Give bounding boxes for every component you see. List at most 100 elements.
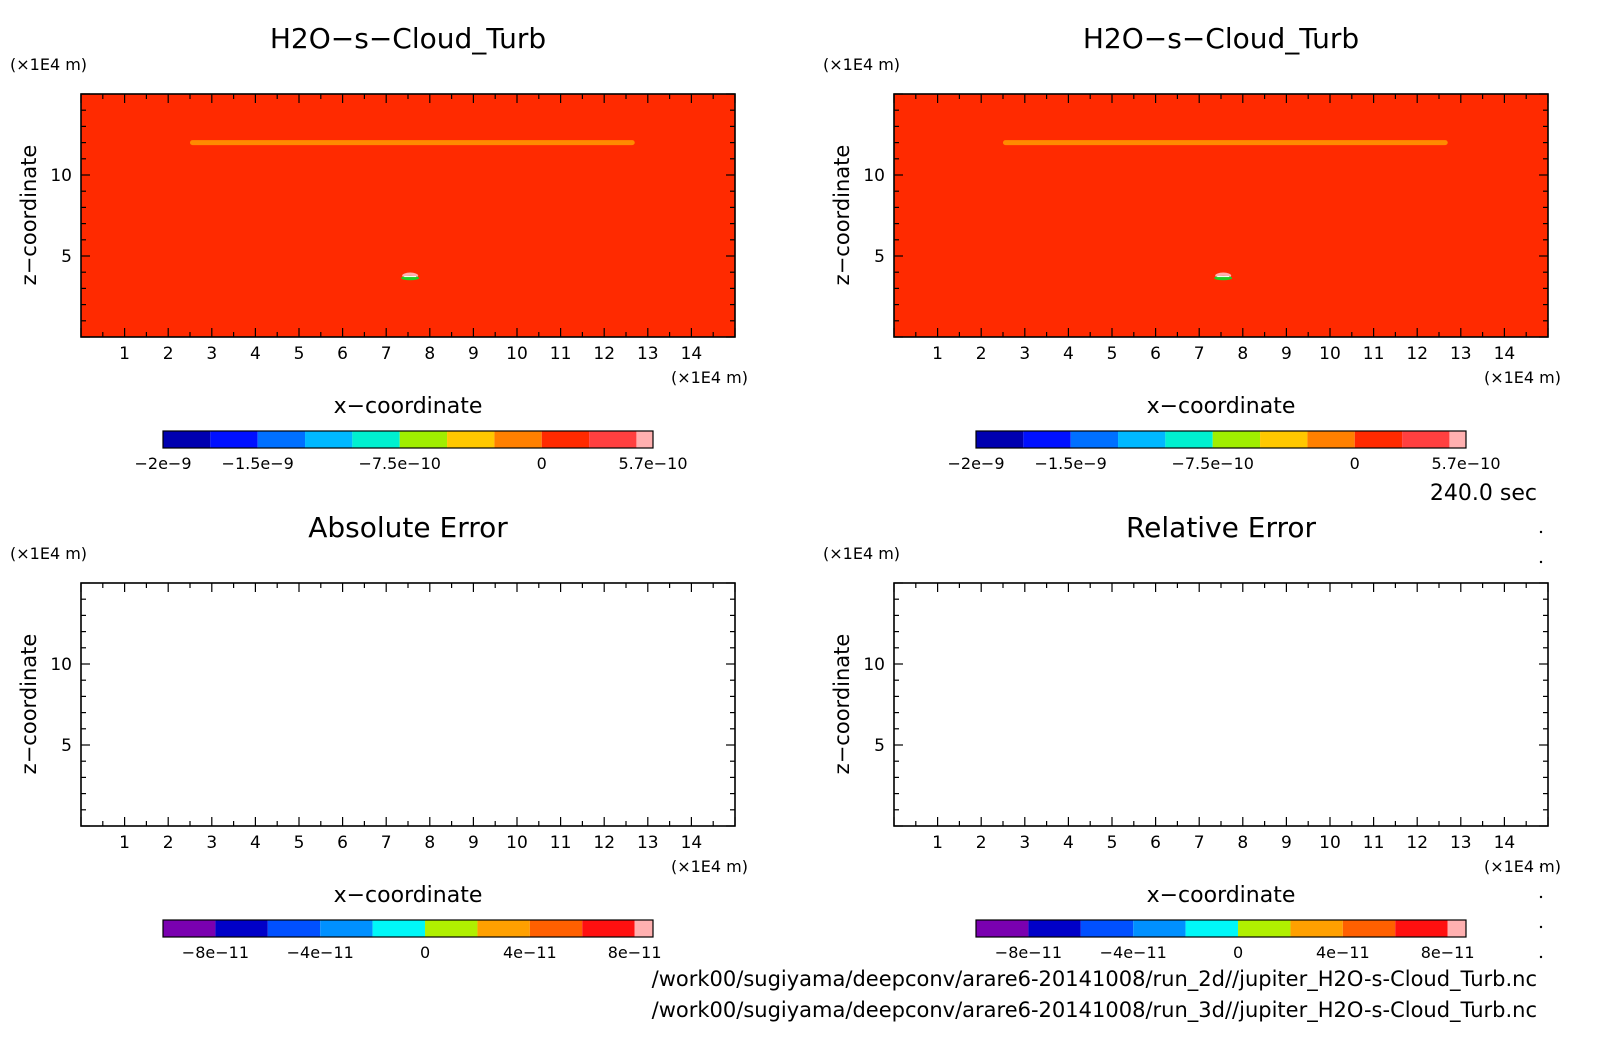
colorbar-segment bbox=[1165, 431, 1213, 448]
x-tick-label: 7 bbox=[1194, 833, 1205, 853]
colorbar-label: −4e−11 bbox=[287, 943, 354, 962]
colorbar-segment bbox=[636, 431, 653, 448]
x-tick-label: 7 bbox=[1194, 344, 1205, 364]
colorbar-segment bbox=[305, 431, 353, 448]
y-axis-label: z−coordinate bbox=[17, 634, 41, 775]
x-tick-label: 6 bbox=[1150, 344, 1161, 364]
x-unit-label: (×1E4 m) bbox=[1484, 857, 1561, 876]
margin-dot bbox=[1539, 925, 1543, 929]
cloud-band bbox=[190, 140, 635, 146]
x-tick-label: 13 bbox=[1450, 833, 1472, 853]
x-tick-label: 10 bbox=[1319, 833, 1341, 853]
colorbar-label: −2e−9 bbox=[134, 454, 191, 473]
x-tick-label: 2 bbox=[976, 833, 987, 853]
colorbar-frame bbox=[162, 919, 654, 938]
colorbar-segment bbox=[1402, 431, 1450, 448]
colorbar-segment bbox=[1212, 431, 1261, 448]
x-tick-label: 6 bbox=[337, 833, 348, 853]
x-unit-label: (×1E4 m) bbox=[1484, 368, 1561, 387]
chart-title: H2O−s−Cloud_Turb bbox=[270, 22, 546, 55]
colorbar-segment bbox=[210, 431, 258, 448]
x-tick-label: 8 bbox=[424, 344, 435, 364]
y-tick-label: 10 bbox=[50, 655, 72, 675]
x-tick-label: 10 bbox=[506, 833, 528, 853]
chart-panel-1: H2O−s−Cloud_Turb (×1E4 m) (×1E4 m) x−coordi… bbox=[10, 22, 748, 473]
x-tick-label: 12 bbox=[1406, 344, 1428, 364]
colorbar-frame bbox=[975, 919, 1467, 938]
colorbar-label: 5.7e−10 bbox=[1431, 454, 1500, 473]
colorbar-segment bbox=[1023, 431, 1071, 448]
x-unit-label: (×1E4 m) bbox=[671, 368, 748, 387]
colorbar-segment bbox=[1290, 920, 1343, 937]
colorbar-label: −1.5e−9 bbox=[1035, 454, 1107, 473]
colorbar-label: −2e−9 bbox=[947, 454, 1004, 473]
x-tick-label: 11 bbox=[1363, 344, 1385, 364]
x-tick-label: 7 bbox=[381, 344, 392, 364]
chart-panel-4: Relative Error (×1E4 m) (×1E4 m) x−coordina… bbox=[823, 511, 1561, 962]
colorbar-label: 0 bbox=[1350, 454, 1360, 473]
colorbar-segment bbox=[257, 431, 306, 448]
colorbar-label: −7.5e−10 bbox=[358, 454, 440, 473]
x-tick-label: 5 bbox=[1107, 833, 1118, 853]
chart-title: H2O−s−Cloud_Turb bbox=[1083, 22, 1359, 55]
chart-panel-2: H2O−s−Cloud_Turb (×1E4 m) (×1E4 m) x−coordi… bbox=[823, 22, 1561, 473]
x-tick-label: 2 bbox=[163, 833, 174, 853]
colorbar-segment bbox=[1395, 920, 1448, 937]
x-tick-label: 4 bbox=[1063, 344, 1074, 364]
x-tick-label: 3 bbox=[1019, 833, 1030, 853]
colorbar-label: −8e−11 bbox=[995, 943, 1062, 962]
x-tick-label: 14 bbox=[1494, 344, 1516, 364]
colorbar-segment bbox=[976, 920, 1029, 937]
colorbar-label: 8e−11 bbox=[1421, 943, 1475, 962]
colorbar-label: −1.5e−9 bbox=[222, 454, 294, 473]
y-axis-label: z−coordinate bbox=[830, 145, 854, 286]
x-tick-label: 8 bbox=[1237, 344, 1248, 364]
colorbar-segment bbox=[1080, 920, 1134, 937]
colorbar-label: −7.5e−10 bbox=[1171, 454, 1253, 473]
x-tick-label: 7 bbox=[381, 833, 392, 853]
y-tick-label: 10 bbox=[50, 166, 72, 186]
margin-dot bbox=[1539, 955, 1543, 959]
file-path-3d: /work00/sugiyama/deepconv/arare6-2014100… bbox=[652, 998, 1537, 1023]
colorbar-segment bbox=[589, 431, 637, 448]
y-tick-label: 10 bbox=[863, 655, 885, 675]
colorbar-segment bbox=[399, 431, 448, 448]
colorbar-segment bbox=[163, 920, 216, 937]
time-label: 240.0 sec bbox=[1430, 481, 1537, 506]
colorbar-segment bbox=[447, 431, 495, 448]
colorbar-segment bbox=[320, 920, 373, 937]
colorbar-segment bbox=[425, 920, 478, 937]
x-tick-label: 1 bbox=[119, 344, 130, 364]
x-tick-label: 12 bbox=[593, 833, 615, 853]
x-tick-label: 5 bbox=[1107, 344, 1118, 364]
y-axis-label: z−coordinate bbox=[17, 145, 41, 286]
colorbar-segment bbox=[1070, 431, 1119, 448]
colorbar-segment bbox=[163, 431, 211, 448]
y-tick-label: 10 bbox=[863, 166, 885, 186]
x-tick-label: 5 bbox=[294, 344, 305, 364]
colorbar-label: 0 bbox=[420, 943, 430, 962]
margin-dot bbox=[1539, 560, 1543, 564]
x-tick-label: 14 bbox=[681, 833, 703, 853]
colorbar-segment bbox=[1447, 920, 1466, 937]
colorbar-segment bbox=[1342, 920, 1396, 937]
plot-area bbox=[81, 94, 735, 337]
chart-panel-3: Absolute Error (×1E4 m) (×1E4 m) x−coordina… bbox=[10, 511, 748, 962]
x-tick-label: 3 bbox=[206, 344, 217, 364]
plot-area bbox=[81, 583, 735, 826]
x-axis-label: x−coordinate bbox=[1147, 883, 1296, 908]
chart-title: Absolute Error bbox=[308, 511, 508, 544]
x-tick-label: 13 bbox=[637, 344, 659, 364]
margin-dot bbox=[1539, 530, 1543, 534]
x-tick-label: 6 bbox=[1150, 833, 1161, 853]
colorbar-segment bbox=[634, 920, 653, 937]
x-tick-label: 4 bbox=[1063, 833, 1074, 853]
colorbar-segment bbox=[582, 920, 635, 937]
colorbar-segment bbox=[541, 431, 590, 448]
plot-area bbox=[894, 94, 1548, 337]
colorbar-segment bbox=[1307, 431, 1355, 448]
y-axis-label: z−coordinate bbox=[830, 634, 854, 775]
x-tick-label: 6 bbox=[337, 344, 348, 364]
y-unit-label: (×1E4 m) bbox=[10, 544, 87, 563]
